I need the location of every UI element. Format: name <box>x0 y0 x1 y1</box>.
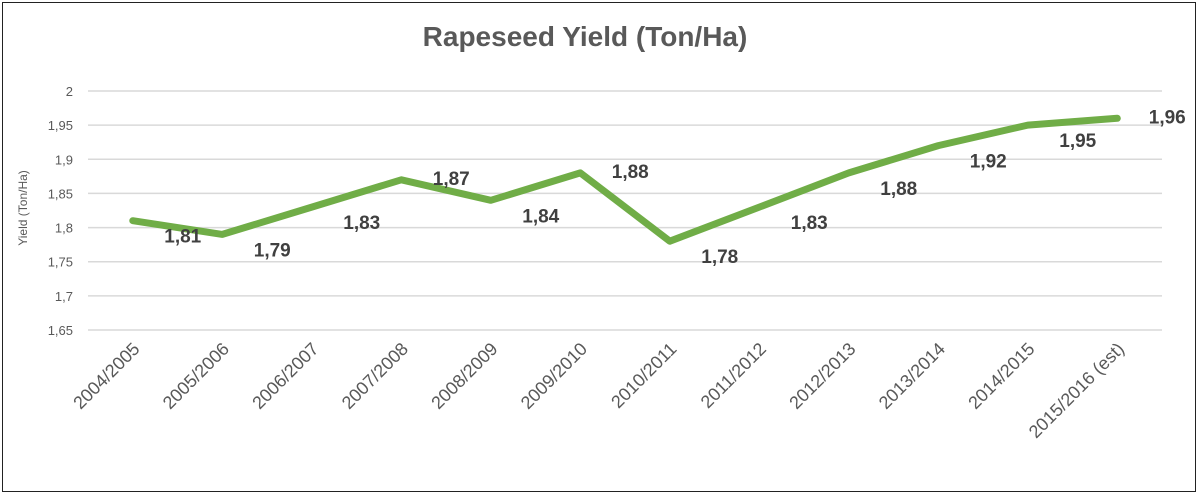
x-tick-label: 2008/2009 <box>427 339 501 413</box>
data-label: 1,79 <box>254 240 291 261</box>
data-label: 1,95 <box>1059 131 1096 152</box>
x-tick-label: 2004/2005 <box>69 339 143 413</box>
y-axis-ticks: 1,65 1,7 1,75 1,8 1,85 1,9 1,95 2 <box>48 84 73 338</box>
x-tick-label: 2013/2014 <box>875 339 949 413</box>
y-tick-label: 1,9 <box>55 152 73 167</box>
y-tick-label: 1,95 <box>48 118 73 133</box>
x-tick-label: 2006/2007 <box>248 339 322 413</box>
data-label: 1,83 <box>791 213 828 234</box>
x-axis-ticks: 2004/2005 2005/2006 2006/2007 2007/2008 2008… <box>69 339 1128 442</box>
x-tick-label: 2007/2008 <box>338 339 412 413</box>
series-line <box>129 114 1121 245</box>
data-label: 1,88 <box>612 162 649 183</box>
x-tick-label: 2012/2013 <box>785 339 859 413</box>
data-labels: 1,81 1,79 1,83 1,87 1,84 1,88 1,78 1,83 1,88 1,92… <box>164 107 1185 268</box>
x-tick-label: 2010/2011 <box>607 339 680 412</box>
y-tick-label: 2 <box>66 84 73 99</box>
x-tick-label: 2009/2010 <box>517 339 591 413</box>
data-label: 1,96 <box>1149 107 1186 128</box>
x-tick-label: 2005/2006 <box>159 339 233 413</box>
y-tick-label: 1,85 <box>48 186 73 201</box>
x-tick-label: 2011/2012 <box>697 339 770 412</box>
x-tick-label: 2014/2015 <box>964 339 1038 413</box>
y-axis-label: Yield (Ton/Ha) <box>16 170 30 246</box>
chart-title: Rapeseed Yield (Ton/Ha) <box>423 21 748 52</box>
y-tick-label: 1,7 <box>55 289 73 304</box>
data-label: 1,84 <box>522 206 559 227</box>
data-label: 1,78 <box>701 247 738 268</box>
data-label: 1,92 <box>970 152 1007 173</box>
x-tick-label: 2015/2016 (est) <box>1025 339 1128 442</box>
data-label: 1,88 <box>880 179 917 200</box>
data-label: 1,81 <box>164 227 201 248</box>
data-label: 1,83 <box>343 213 380 234</box>
data-label: 1,87 <box>433 169 470 190</box>
gridlines <box>88 90 1162 331</box>
y-tick-label: 1,8 <box>55 221 73 236</box>
y-tick-label: 1,65 <box>48 323 73 338</box>
y-tick-label: 1,75 <box>48 255 73 270</box>
